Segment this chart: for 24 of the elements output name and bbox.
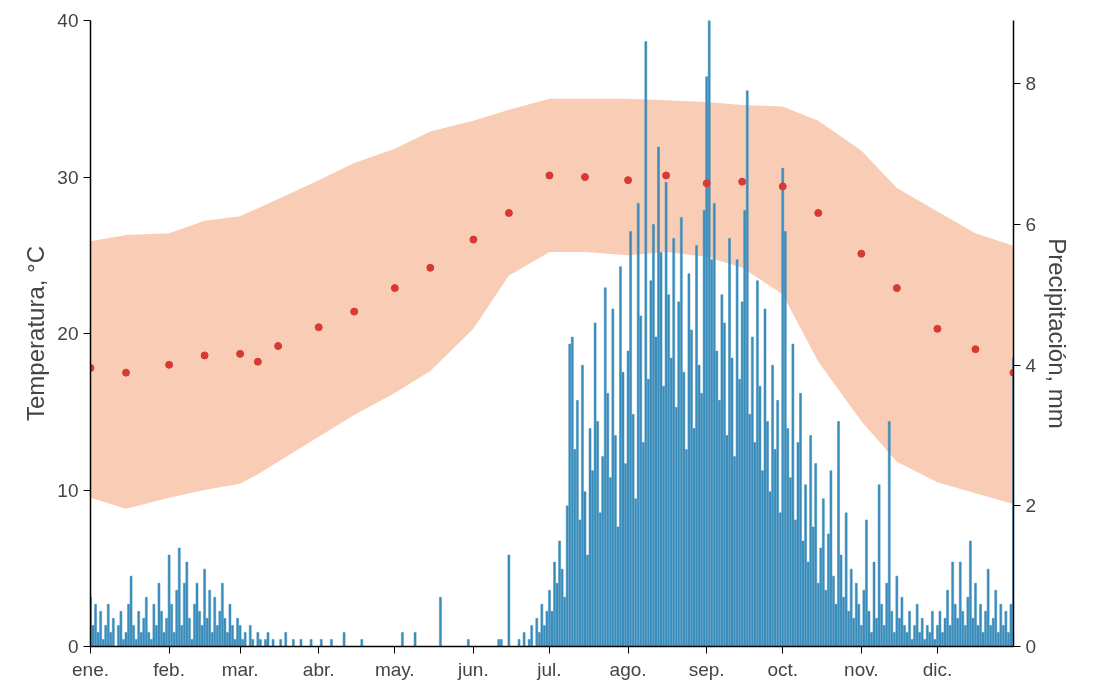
x-tick-label: jun. [457, 658, 489, 680]
x-tick-label: sep. [688, 658, 725, 680]
y-tick-label: 0 [67, 636, 79, 657]
y2-tick-label: 0 [1025, 636, 1037, 657]
x-tick-label: abr. [302, 658, 335, 680]
x-tick-label: mar. [221, 658, 259, 680]
x-tick-label: dic. [922, 658, 953, 680]
y-tick-label: 40 [57, 10, 79, 31]
x-tick-label: nov. [844, 658, 879, 680]
x-tick-label: ago. [609, 658, 647, 680]
y2-tick-label: 4 [1025, 354, 1037, 376]
y-tick-label: 20 [57, 323, 79, 344]
y2-tick-label: 6 [1025, 213, 1037, 235]
x-tick-label: ene. [72, 658, 109, 680]
x-tick-label: may. [374, 658, 415, 680]
x-tick-label: jul. [536, 658, 562, 680]
x-tick-label: oct. [767, 658, 799, 680]
y2-axis-title: Precipitación, mm [1044, 238, 1072, 429]
y2-tick-label: 2 [1025, 495, 1037, 517]
y-tick-label: 10 [57, 479, 79, 501]
y-tick-label: 30 [57, 166, 79, 188]
y2-tick-label: 8 [1025, 73, 1037, 95]
x-tick-label: feb. [153, 658, 185, 680]
y-axis-title: Temperatura, °C [22, 246, 50, 421]
